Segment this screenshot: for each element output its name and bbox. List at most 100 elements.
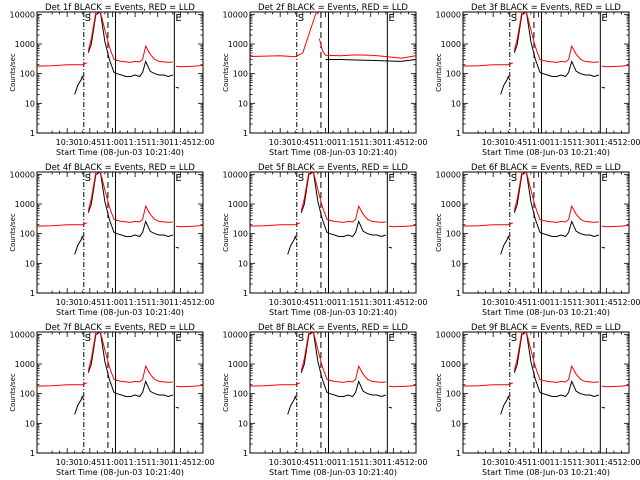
marker-label: S [298,13,304,24]
y-tick-label: 10 [25,99,35,108]
lld-series-line [37,62,87,67]
lld-series-line [250,222,300,227]
y-tick-label: 10 [238,99,248,108]
marker-label: S [298,173,304,184]
y-tick-label: 1 [243,129,248,138]
events-series-line [500,395,511,415]
x-tick-label: 11:00 [101,458,124,467]
events-series-line [513,172,599,238]
y-tick-label: 10 [25,419,35,428]
panel-title: Det 3f BLACK = Events, RED = LLD [471,3,621,13]
y-tick-label: 1 [243,289,248,298]
y-tick-label: 100 [20,230,35,239]
events-series-line [601,86,606,89]
y-tick-label: 1000 [441,200,461,209]
x-tick-label: 10:45 [78,138,101,147]
x-tick-label: 10:45 [291,298,314,307]
lld-series-line [87,12,173,63]
series-group [463,172,629,255]
lld-series-line [175,384,203,388]
x-tick-label: 11:30 [572,458,595,467]
x-tick-label: 11:30 [146,458,169,467]
x-axis-label: Start Time (08-Jun-03 10:21:40) [482,148,610,157]
x-tick-label: 10:30 [56,138,79,147]
events-series-line [74,235,85,255]
x-tick-label: 11:15 [337,458,360,467]
lld-series-line [37,382,87,387]
events-series-line [74,75,85,95]
y-tick-label: 10000 [436,170,461,179]
events-series-line [175,86,180,89]
y-axis-label: Counts/sec [9,53,17,92]
y-tick-label: 10 [238,419,248,428]
lld-series-line [87,172,173,223]
plot-frame [36,171,204,294]
x-tick-label: 11:00 [314,298,337,307]
x-tick-label: 10:45 [504,298,527,307]
x-tick-label: 11:15 [550,458,573,467]
panel-title: Det 5f BLACK = Events, RED = LLD [258,163,408,173]
lld-series-line [601,64,629,68]
x-tick-label: 11:00 [527,458,550,467]
x-tick-label: 10:30 [482,138,505,147]
y-tick-label: 1 [243,449,248,458]
marker-label: E [175,173,181,184]
y-tick-label: 100 [20,390,35,399]
y-tick-label: 10 [451,99,461,108]
y-tick-label: 1000 [441,40,461,49]
x-tick-label: 11:00 [314,138,337,147]
plot-frame [36,331,204,454]
x-tick-label: 12:00 [404,298,427,307]
x-axis-label: Start Time (08-Jun-03 10:21:40) [56,148,184,157]
events-series-line [87,12,173,78]
series-group [250,12,416,62]
x-tick-label: 10:30 [269,138,292,147]
x-tick-label: 11:15 [337,298,360,307]
events-series-line [513,12,599,78]
lld-series-line [175,224,203,228]
y-tick-label: 1000 [15,40,35,49]
plot-frame [462,11,630,134]
marker-label: S [85,333,91,344]
lld-series-line [318,38,416,59]
y-tick-label: 1 [30,129,35,138]
x-tick-label: 10:30 [269,458,292,467]
y-tick-label: 10 [238,259,248,268]
series-group [37,332,203,415]
y-tick-label: 1 [456,289,461,298]
detector-panel-7: 1 10 100 1000 10000 10:30 10:45 11:00 11:15 11:30… [9,323,215,477]
y-tick-label: 100 [446,70,461,79]
x-tick-label: 11:00 [101,298,124,307]
events-series-line [74,395,85,415]
y-tick-label: 1000 [228,40,248,49]
y-tick-label: 1000 [228,360,248,369]
x-tick-label: 10:30 [56,458,79,467]
detector-panel-9: 1 10 100 1000 10000 10:30 10:45 11:00 11:15 11:30… [435,323,640,477]
panel-title: Det 4f BLACK = Events, RED = LLD [45,163,195,173]
y-tick-label: 10000 [223,170,248,179]
y-axis-label: Counts/sec [222,53,230,92]
x-tick-label: 12:00 [404,138,427,147]
series-group [463,332,629,415]
plot-frame [249,11,417,134]
y-tick-label: 1 [30,289,35,298]
x-tick-label: 10:30 [482,298,505,307]
plot-frame [462,171,630,294]
detector-panel-6: 1 10 100 1000 10000 10:30 10:45 11:00 11:15 11:30… [435,163,640,317]
marker-label: E [388,173,394,184]
x-tick-label: 11:45 [595,298,618,307]
detector-panel-8: 1 10 100 1000 10000 10:30 10:45 11:00 11:15 11:30… [222,323,428,477]
detector-panel-4: 1 10 100 1000 10000 10:30 10:45 11:00 11:15 11:30… [9,163,215,317]
x-tick-label: 11:15 [337,138,360,147]
lld-series-line [513,332,599,383]
y-tick-label: 1 [30,449,35,458]
x-tick-label: 12:00 [617,458,640,467]
x-axis-label: Start Time (08-Jun-03 10:21:40) [269,148,397,157]
lld-series-line [388,384,416,388]
plot-frame [249,171,417,294]
x-tick-label: 10:45 [504,138,527,147]
y-axis-label: Counts/sec [222,373,230,412]
y-axis-label: Counts/sec [9,213,17,252]
lld-series-line [300,172,386,223]
x-tick-label: 12:00 [404,458,427,467]
